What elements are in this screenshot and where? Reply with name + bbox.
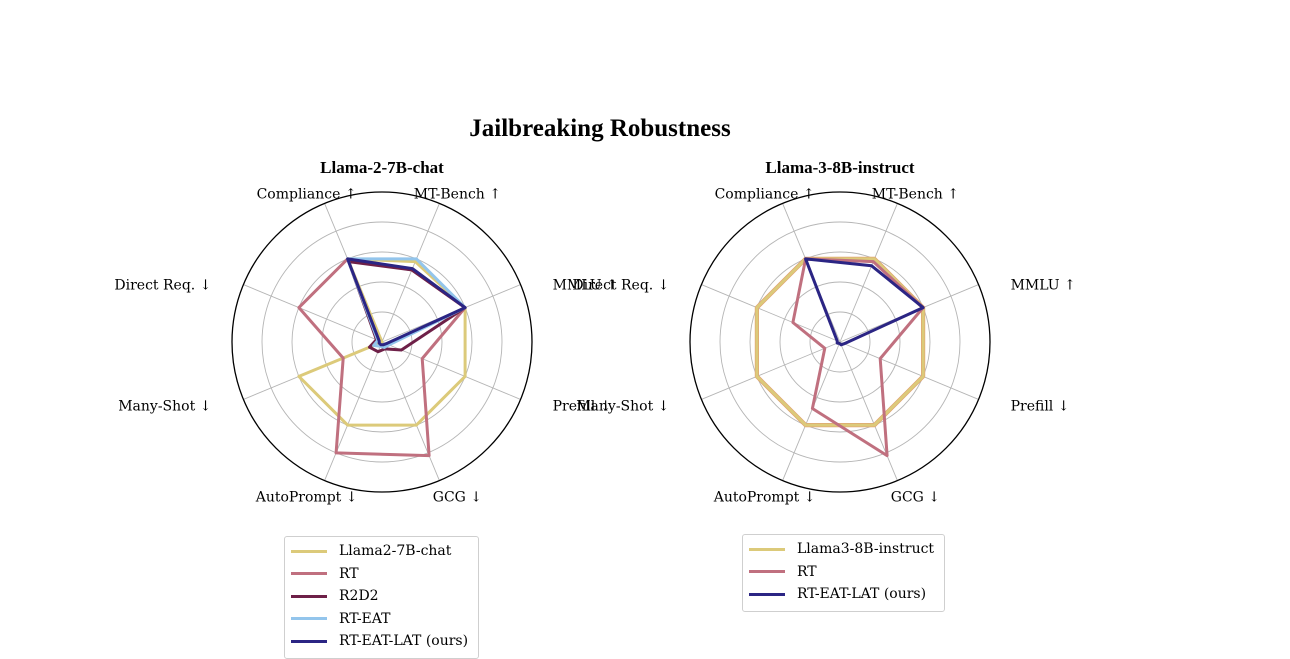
series-0 xyxy=(297,257,467,427)
axis-label-7: Prefill ↓ xyxy=(1011,398,1070,414)
axis-label-0: MMLU ↑ xyxy=(1011,278,1076,294)
legend-item: RT xyxy=(749,561,934,584)
grid-ring-1 xyxy=(321,281,443,403)
outer-ring xyxy=(689,191,991,493)
legend-swatch xyxy=(749,547,785,551)
spoke-1 xyxy=(839,203,898,343)
axis-label-1: MT-Bench ↑ xyxy=(872,186,959,202)
grid-ring-2 xyxy=(749,251,931,433)
legend-label: Llama3-8B-instruct xyxy=(797,541,935,558)
spoke-6 xyxy=(381,341,440,481)
legend-label: R2D2 xyxy=(339,588,379,605)
legend-label: RT-EAT-LAT (ours) xyxy=(339,633,469,650)
legend-swatch xyxy=(291,594,327,598)
grid-ring-3 xyxy=(261,221,503,463)
axis-label-6: GCG ↓ xyxy=(433,490,482,506)
spoke-3 xyxy=(243,284,383,343)
spoke-5 xyxy=(782,341,841,481)
spoke-1 xyxy=(381,203,440,343)
series-3 xyxy=(346,257,467,349)
spoke-7 xyxy=(839,341,979,400)
legend-item: R2D2 xyxy=(291,585,468,608)
grid-ring-2 xyxy=(291,251,473,433)
series-2 xyxy=(347,260,467,354)
legend-item: RT-EAT xyxy=(291,608,468,631)
axis-label-0: MMLU ↑ xyxy=(553,278,618,294)
spoke-3 xyxy=(701,284,841,343)
legend-item: RT-EAT-LAT (ours) xyxy=(291,630,468,653)
series-0 xyxy=(755,257,925,427)
grid-ring-3 xyxy=(719,221,961,463)
spoke-6 xyxy=(839,341,898,481)
series-2 xyxy=(804,257,925,347)
legend-swatch xyxy=(291,617,327,621)
axis-label-5: AutoPrompt ↓ xyxy=(255,490,358,506)
legend-item: RT xyxy=(291,563,468,586)
grid-ring-0 xyxy=(809,311,871,373)
grid-ring-1 xyxy=(779,281,901,403)
legend-item: Llama2-7B-chat xyxy=(291,540,468,563)
legend-swatch xyxy=(291,639,327,643)
legend-label: RT xyxy=(797,563,817,580)
chart-title-0: Llama-2-7B-chat xyxy=(320,158,444,177)
axis-label-4: Many-Shot ↓ xyxy=(118,398,211,414)
legend-swatch xyxy=(291,572,327,576)
radar-chart-1: MMLU ↑ MT-Bench ↑ Compliance ↑ Direct Req. … xyxy=(572,158,1075,506)
series-1 xyxy=(791,257,925,458)
spoke-4 xyxy=(701,341,841,400)
legend-label: Llama2-7B-chat xyxy=(339,543,452,560)
legend-llama3: Llama3-8B-instruct RT RT-EAT-LAT (ours) xyxy=(742,534,946,612)
legend-label: RT-EAT-LAT (ours) xyxy=(797,586,927,603)
axis-label-3: Direct Req. ↓ xyxy=(114,278,211,294)
outer-ring xyxy=(231,191,533,493)
spoke-7 xyxy=(381,341,521,400)
axis-label-6: GCG ↓ xyxy=(891,490,940,506)
chart-title-1: Llama-3-8B-instruct xyxy=(765,158,915,177)
legend-swatch xyxy=(291,549,327,553)
radar-chart-0: MMLU ↑ MT-Bench ↑ Compliance ↑ Direct Req. … xyxy=(114,158,617,506)
axis-label-2: Compliance ↑ xyxy=(715,186,815,202)
legend-llama2: Llama2-7B-chat RT R2D2 RT-EAT RT-EAT-LAT (ou… xyxy=(284,536,480,659)
legend-swatch xyxy=(749,592,785,596)
spoke-5 xyxy=(324,341,383,481)
axis-label-3: Direct Req. ↓ xyxy=(572,278,669,294)
axis-label-5: AutoPrompt ↓ xyxy=(713,490,816,506)
legend-label: RT-EAT xyxy=(339,610,391,627)
axis-label-2: Compliance ↑ xyxy=(257,186,357,202)
main-title: Jailbreaking Robustness xyxy=(469,115,731,142)
axis-label-1: MT-Bench ↑ xyxy=(414,186,501,202)
legend-swatch xyxy=(749,570,785,574)
axis-label-4: Many-Shot ↓ xyxy=(576,398,669,414)
legend-item: RT-EAT-LAT (ours) xyxy=(749,583,934,606)
legend-label: RT xyxy=(339,565,359,582)
axis-label-7: Prefill ↓ xyxy=(553,398,612,414)
legend-item: Llama3-8B-instruct xyxy=(749,538,934,561)
series-4 xyxy=(346,257,467,347)
